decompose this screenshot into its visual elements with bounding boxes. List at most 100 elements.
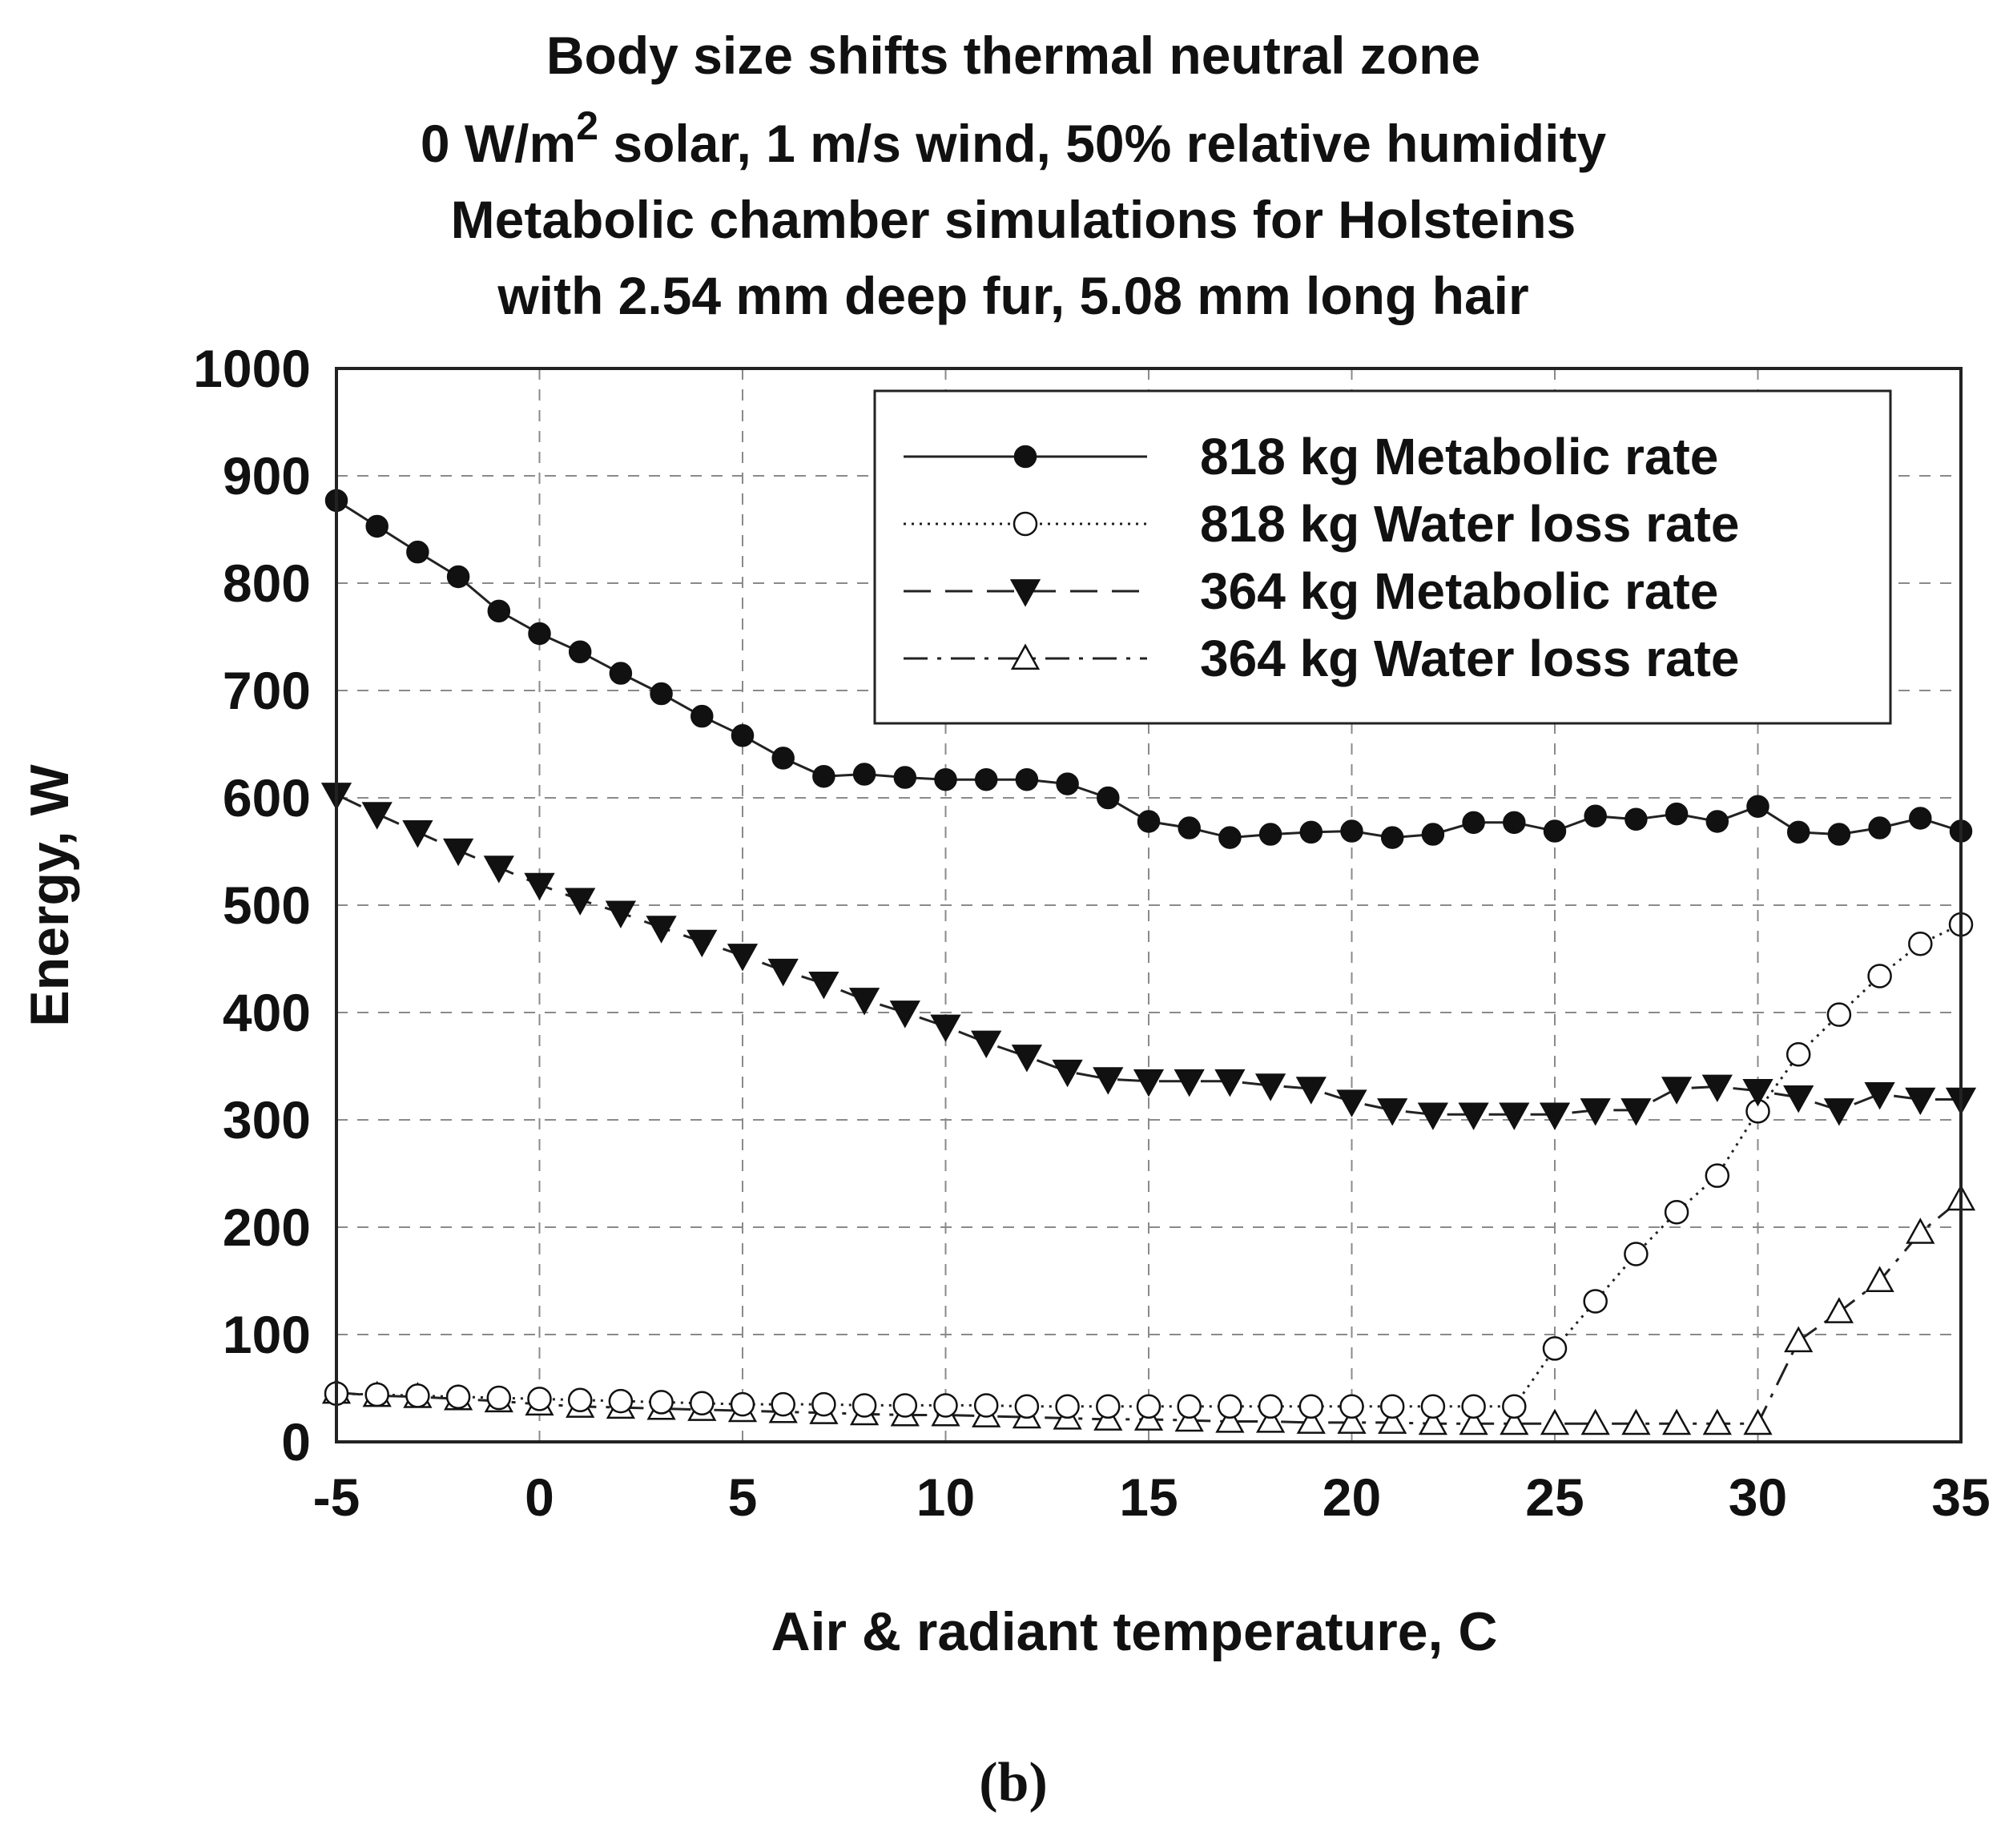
data-point	[1379, 1394, 1405, 1419]
legend-label-3: 364 kg Metabolic rate	[1200, 562, 1718, 620]
x-tick-label: 35	[1931, 1468, 1990, 1527]
data-point	[1624, 1242, 1649, 1266]
data-point	[1174, 1405, 1204, 1432]
data-point	[1133, 1069, 1165, 1097]
data-point	[808, 971, 839, 1000]
data-point	[1417, 1102, 1449, 1130]
data-point	[1255, 1406, 1286, 1433]
legend-label-2: 818 kg Water loss rate	[1200, 495, 1740, 553]
data-point	[1827, 823, 1851, 846]
data-point	[487, 599, 511, 623]
series-line	[336, 793, 1961, 1116]
data-point	[1503, 811, 1526, 835]
data-point	[1218, 1394, 1242, 1419]
data-point	[1461, 1394, 1486, 1419]
data-point	[1339, 1394, 1364, 1419]
data-point	[690, 1391, 715, 1416]
legend-marker-2	[1013, 511, 1038, 537]
data-point	[1015, 767, 1039, 791]
data-point	[771, 1391, 795, 1417]
data-point	[1011, 1045, 1043, 1073]
data-point	[934, 767, 957, 791]
data-point	[1705, 1163, 1730, 1188]
y-tick-label: 300	[223, 1090, 311, 1149]
data-point	[1783, 1085, 1814, 1113]
data-point	[892, 1393, 918, 1418]
data-point	[1905, 1087, 1936, 1116]
data-point	[1542, 1336, 1568, 1361]
y-axis-label: Energy, W	[19, 763, 80, 1026]
data-point	[731, 724, 755, 747]
data-point	[889, 1000, 920, 1029]
data-point	[1055, 1394, 1080, 1419]
data-point	[1056, 772, 1079, 795]
data-point	[405, 1383, 430, 1408]
data-point	[446, 565, 470, 589]
data-point	[1500, 1408, 1529, 1435]
data-point	[1418, 1408, 1448, 1435]
data-point	[1380, 826, 1404, 849]
data-point	[1584, 804, 1607, 828]
data-point	[812, 764, 835, 788]
data-point	[1665, 802, 1689, 826]
data-point	[1786, 820, 1810, 844]
data-point	[528, 622, 551, 646]
data-point	[1864, 1081, 1895, 1110]
y-tick-label: 500	[223, 876, 311, 935]
data-point	[1540, 1408, 1570, 1435]
data-point	[1218, 826, 1242, 849]
data-point	[1784, 1326, 1814, 1353]
data-point	[1336, 1089, 1367, 1117]
data-point	[527, 1387, 552, 1411]
legend-marker-1	[1013, 445, 1037, 469]
y-tick-label: 0	[281, 1412, 311, 1472]
data-point	[1580, 1098, 1611, 1126]
x-tick-label: 30	[1729, 1468, 1787, 1527]
series-3	[320, 783, 1977, 1130]
y-tick-label: 400	[223, 983, 311, 1042]
data-point	[1258, 823, 1282, 846]
x-tick-label: -5	[313, 1468, 360, 1527]
title-line-4: with 2.54 mm deep fur, 5.08 mm long hair	[497, 266, 1528, 325]
data-point	[442, 838, 474, 867]
data-point	[893, 766, 917, 789]
title-line-2: 0 W/m2 solar, 1 m/s wind, 50% relative h…	[421, 103, 1607, 173]
data-point	[1215, 1406, 1245, 1433]
series-layer	[320, 489, 1977, 1435]
data-point	[1462, 811, 1485, 835]
data-point	[1377, 1098, 1408, 1126]
legend-samples	[904, 445, 1147, 670]
data-point	[1254, 1073, 1286, 1101]
data-point	[1580, 1408, 1610, 1435]
data-point	[402, 820, 433, 848]
legend-marker-4	[1010, 643, 1041, 670]
data-point	[1908, 931, 1933, 956]
x-axis-label: Air & radiant temperature, C	[771, 1601, 1498, 1662]
data-point	[1906, 1218, 1935, 1244]
data-point	[565, 888, 596, 916]
data-point	[1136, 1394, 1162, 1419]
data-point	[848, 988, 880, 1016]
data-point	[1214, 1069, 1246, 1097]
data-point	[1093, 1067, 1124, 1095]
legend-label-1: 818 kg Metabolic rate	[1200, 428, 1718, 485]
data-point	[445, 1384, 471, 1409]
data-point	[364, 1382, 389, 1407]
data-point	[851, 1393, 877, 1418]
data-point	[1337, 1407, 1367, 1434]
data-point	[1174, 1069, 1205, 1097]
data-point	[605, 900, 637, 928]
data-point	[568, 640, 592, 664]
data-point	[1909, 807, 1932, 830]
data-point	[690, 704, 714, 728]
y-tick-label: 600	[223, 768, 311, 827]
data-point	[1620, 1098, 1652, 1126]
data-point	[1701, 1074, 1733, 1103]
y-tick-label: 1000	[193, 339, 311, 398]
panel-label: (b)	[979, 1752, 1048, 1814]
data-point	[973, 1393, 999, 1418]
x-tick-label: 0	[525, 1468, 554, 1527]
x-tick-label: 25	[1525, 1468, 1584, 1527]
data-point	[1499, 1102, 1530, 1130]
